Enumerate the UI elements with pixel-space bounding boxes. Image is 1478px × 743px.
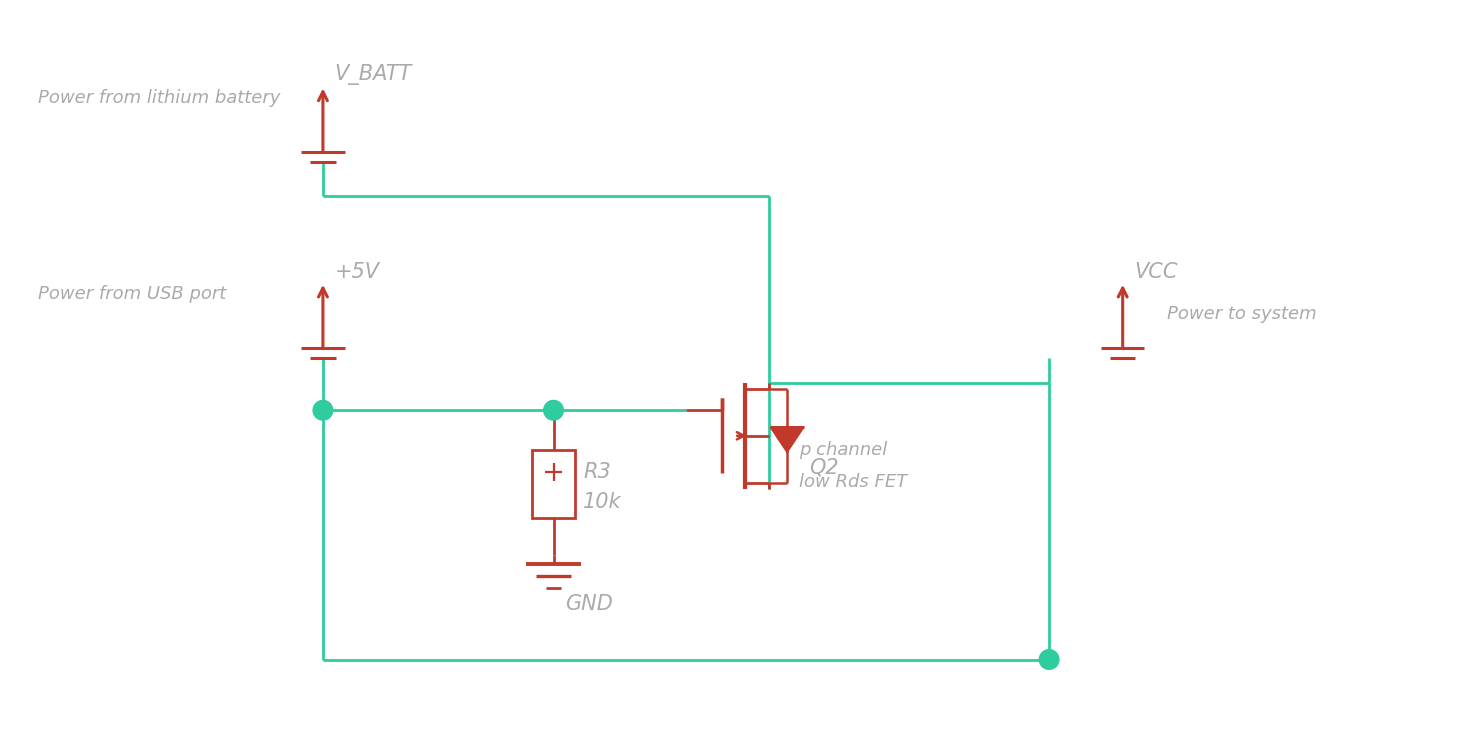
Text: p channel: p channel bbox=[800, 441, 887, 458]
Polygon shape bbox=[770, 427, 804, 452]
Circle shape bbox=[313, 400, 333, 420]
Text: Power to system: Power to system bbox=[1166, 305, 1317, 323]
Text: GND: GND bbox=[565, 594, 613, 614]
Circle shape bbox=[544, 400, 563, 420]
Text: Power from USB port: Power from USB port bbox=[38, 285, 226, 303]
Text: VCC: VCC bbox=[1135, 262, 1178, 282]
Text: +5V: +5V bbox=[334, 262, 380, 282]
Text: Power from lithium battery: Power from lithium battery bbox=[38, 89, 281, 107]
Text: V_BATT: V_BATT bbox=[334, 65, 412, 85]
Text: R3: R3 bbox=[582, 462, 610, 482]
Text: low Rds FET: low Rds FET bbox=[800, 473, 907, 491]
Bar bbox=[532, 450, 575, 518]
Text: 10k: 10k bbox=[582, 492, 622, 511]
Circle shape bbox=[1039, 649, 1058, 669]
Text: Q2: Q2 bbox=[808, 457, 838, 477]
